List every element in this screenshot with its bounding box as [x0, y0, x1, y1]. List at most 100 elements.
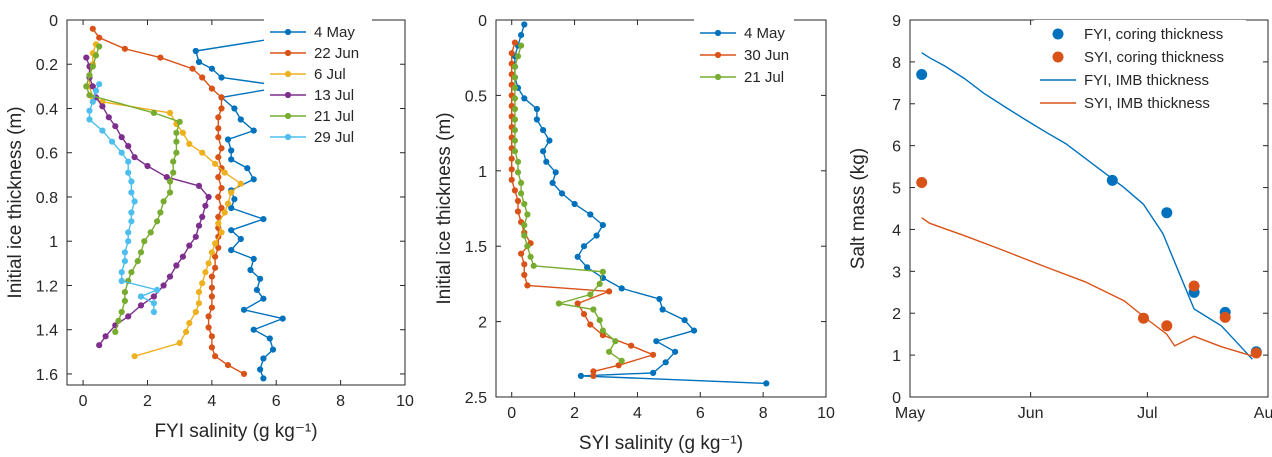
legend: 4 May 22 Jun 6 Jul 13 Jul 21 Jul 29 Jul — [264, 18, 372, 154]
x-tick-label: 0 — [507, 405, 516, 422]
data-point — [279, 315, 286, 322]
data-point — [150, 109, 157, 116]
data-point — [599, 332, 607, 339]
data-point — [99, 127, 106, 134]
legend-entry: 4 May — [744, 25, 785, 42]
data-point — [186, 140, 193, 147]
data-point — [511, 187, 518, 194]
data-point — [96, 43, 103, 50]
data-point — [166, 178, 174, 185]
y-tick-label: 1.2 — [36, 278, 58, 295]
data-point — [1138, 312, 1149, 324]
y-tick-label: 0.5 — [465, 88, 487, 105]
x-tick-label: 10 — [817, 405, 835, 422]
data-point — [131, 198, 138, 205]
data-point — [141, 238, 148, 245]
data-point — [121, 249, 128, 256]
data-point — [154, 286, 161, 293]
data-point — [916, 177, 928, 188]
series-line — [514, 45, 623, 362]
data-point — [221, 209, 228, 216]
y-tick-label: 2.5 — [465, 390, 487, 407]
data-point — [571, 200, 578, 208]
data-point — [518, 250, 525, 257]
data-point — [163, 174, 170, 181]
data-point — [125, 143, 132, 150]
series-13-jul — [83, 54, 212, 349]
data-point — [628, 342, 635, 349]
data-point — [606, 288, 613, 295]
x-tick-label: May — [895, 405, 925, 422]
y-tick-label: 0.4 — [36, 101, 58, 118]
data-point — [1219, 311, 1231, 323]
legend-background — [1034, 20, 1246, 122]
data-point — [606, 348, 613, 355]
data-point — [555, 300, 563, 307]
data-point — [530, 262, 537, 269]
data-point — [521, 95, 528, 102]
data-point — [125, 238, 132, 245]
data-point — [218, 74, 225, 81]
data-point — [166, 109, 174, 116]
axes-box — [495, 19, 827, 398]
data-point — [128, 209, 135, 216]
data-point — [587, 291, 594, 298]
data-point — [653, 338, 660, 345]
data-point — [587, 211, 594, 218]
y-tick-label: 9 — [892, 13, 901, 30]
data-point — [521, 200, 528, 208]
y-tick-label: 0 — [49, 13, 58, 30]
data-point — [574, 300, 581, 307]
data-point — [218, 185, 225, 192]
data-point — [250, 176, 257, 183]
legend-entry: 4 May — [314, 24, 355, 41]
legend-entry: 21 Jul — [744, 69, 784, 86]
data-point — [593, 232, 600, 239]
series-line — [88, 83, 160, 312]
data-point — [96, 81, 103, 88]
data-point — [650, 351, 657, 358]
x-tick-label: Aug — [1254, 405, 1272, 422]
legend-entry: FYI, coring thickness — [1084, 26, 1223, 43]
data-point — [533, 116, 541, 123]
data-point — [157, 54, 164, 61]
data-point — [125, 169, 132, 176]
data-point — [1161, 207, 1173, 219]
x-tick-label: 6 — [272, 393, 281, 410]
data-point — [202, 269, 209, 276]
x-tick-label: Jul — [1137, 405, 1157, 422]
data-point — [508, 50, 515, 57]
series-line — [921, 52, 1253, 360]
panel-fyi-salinity: 0 2 4 6 8 10 0 0.2 0.4 0.6 0.8 1 1.2 1.4 1.6 FYI salini… — [5, 13, 414, 442]
data-point — [540, 148, 547, 155]
data-point — [511, 95, 518, 102]
data-point — [231, 196, 238, 203]
data-point — [215, 125, 222, 132]
data-point — [543, 158, 550, 165]
data-point — [176, 118, 183, 125]
data-point — [160, 282, 167, 289]
data-point — [533, 105, 541, 113]
data-point — [121, 297, 128, 304]
data-point — [237, 180, 244, 187]
data-point — [662, 359, 669, 366]
data-point — [212, 264, 219, 271]
data-point — [218, 105, 225, 112]
data-point — [137, 302, 145, 309]
data-point — [260, 375, 267, 382]
data-point — [599, 327, 607, 334]
y-tick-label: 0.2 — [36, 57, 58, 74]
data-point — [208, 85, 215, 92]
data-point — [546, 137, 553, 144]
legend-marker — [284, 70, 292, 78]
data-point — [195, 289, 203, 296]
data-point — [574, 253, 581, 260]
legend-entry: 6 Jul — [314, 66, 346, 83]
data-point — [118, 134, 125, 141]
y-tick-label: 0.6 — [36, 146, 58, 163]
data-point — [240, 306, 248, 313]
data-point — [166, 189, 174, 196]
data-point — [511, 84, 518, 91]
data-point — [212, 240, 219, 247]
